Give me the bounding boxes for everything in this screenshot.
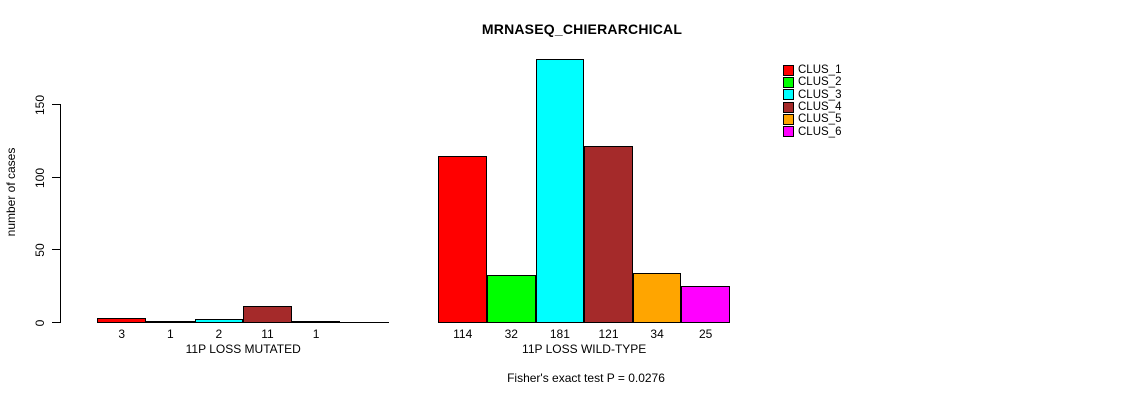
bar: [291, 321, 341, 323]
legend-color-swatch: [783, 89, 794, 101]
bar-value-label: 3: [118, 327, 126, 341]
legend-color-swatch: [783, 101, 794, 113]
bar-value-label: 1: [166, 327, 174, 341]
bar: [194, 319, 244, 323]
bar-value-label: 34: [650, 327, 664, 341]
bar: [438, 156, 487, 323]
bar-value-label: 114: [453, 327, 473, 341]
bar-value-label: 32: [504, 327, 518, 341]
legend-item-label: CLUS_2: [798, 76, 842, 89]
y-axis-tick-label: 50: [33, 243, 47, 257]
y-axis-tick-label: 150: [33, 94, 47, 116]
legend-color-swatch: [783, 113, 794, 125]
bar-value-label: 2: [215, 327, 223, 341]
bar-value-label: 25: [699, 327, 713, 341]
legend-item-label: CLUS_5: [798, 113, 842, 126]
legend-item-label: CLUS_6: [798, 125, 842, 138]
legend-color-swatch: [783, 126, 794, 138]
y-axis-tick: [52, 104, 60, 105]
bar-value-label: 11: [261, 327, 274, 341]
y-axis-tick-label: 100: [33, 167, 47, 189]
chart-title: MRNASEQ_CHIERARCHICAL: [481, 21, 683, 37]
bar: [535, 59, 585, 323]
y-axis-tick: [52, 322, 60, 323]
y-axis-tick-label: 0: [33, 319, 47, 327]
y-axis-line: [60, 104, 61, 323]
bar: [340, 322, 389, 323]
legend-color-swatch: [783, 64, 794, 76]
bar: [97, 318, 146, 323]
bar: [681, 286, 730, 323]
caption: Fisher's exact test P = 0.0276: [507, 371, 665, 385]
legend-item-label: CLUS_3: [798, 88, 842, 101]
legend-item-label: CLUS_1: [798, 64, 842, 76]
bar: [584, 146, 633, 323]
bar-value-label: 121: [598, 327, 619, 341]
bar: [487, 275, 536, 323]
bar-value-label: 1: [312, 327, 320, 341]
bar: [243, 306, 292, 323]
bar-value-label: 181: [549, 327, 570, 341]
group-label: 11P LOSS MUTATED: [185, 342, 301, 356]
bar: [146, 321, 195, 323]
y-axis-tick: [52, 177, 60, 178]
y-axis-tick: [52, 249, 60, 250]
bar: [632, 273, 682, 323]
group-label: 11P LOSS WILD-TYPE: [522, 342, 647, 356]
legend-item-label: CLUS_4: [798, 101, 842, 114]
legend-color-swatch: [783, 76, 794, 88]
